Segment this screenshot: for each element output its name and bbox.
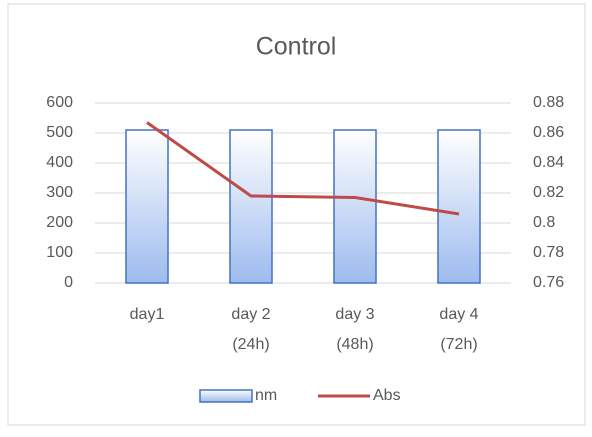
y-tick-label: 400: [46, 154, 73, 171]
y2-tick-label: 0.8: [533, 214, 555, 231]
y2-tick-label: 0.84: [533, 154, 564, 171]
y-tick-label: 200: [46, 214, 73, 231]
legend-swatch: [199, 389, 253, 403]
x-tick-label: day 2 (24h): [231, 306, 270, 353]
bar: [229, 129, 273, 284]
y2-tick-label: 0.88: [533, 94, 564, 111]
y2-tick-label: 0.82: [533, 184, 564, 201]
x-tick-label: day1: [130, 306, 165, 323]
y2-tick-label: 0.86: [533, 124, 564, 141]
chart-border: [7, 3, 586, 426]
bar: [333, 129, 377, 284]
legend-label: nm: [255, 387, 277, 404]
y-tick-label: 0: [64, 274, 73, 291]
y2-tick-label: 0.76: [533, 274, 564, 291]
bar: [125, 129, 169, 284]
legend-label: Abs: [373, 387, 401, 404]
y-tick-label: 100: [46, 244, 73, 261]
y2-tick-label: 0.78: [533, 244, 564, 261]
chart-title: Control: [256, 33, 337, 61]
x-tick-label: day 4 (72h): [439, 306, 478, 353]
y-tick-label: 500: [46, 124, 73, 141]
y-tick-label: 300: [46, 184, 73, 201]
y-tick-label: 600: [46, 94, 73, 111]
line-series: [146, 121, 460, 216]
bar: [437, 129, 481, 284]
x-tick-label: day 3 (48h): [335, 306, 374, 353]
